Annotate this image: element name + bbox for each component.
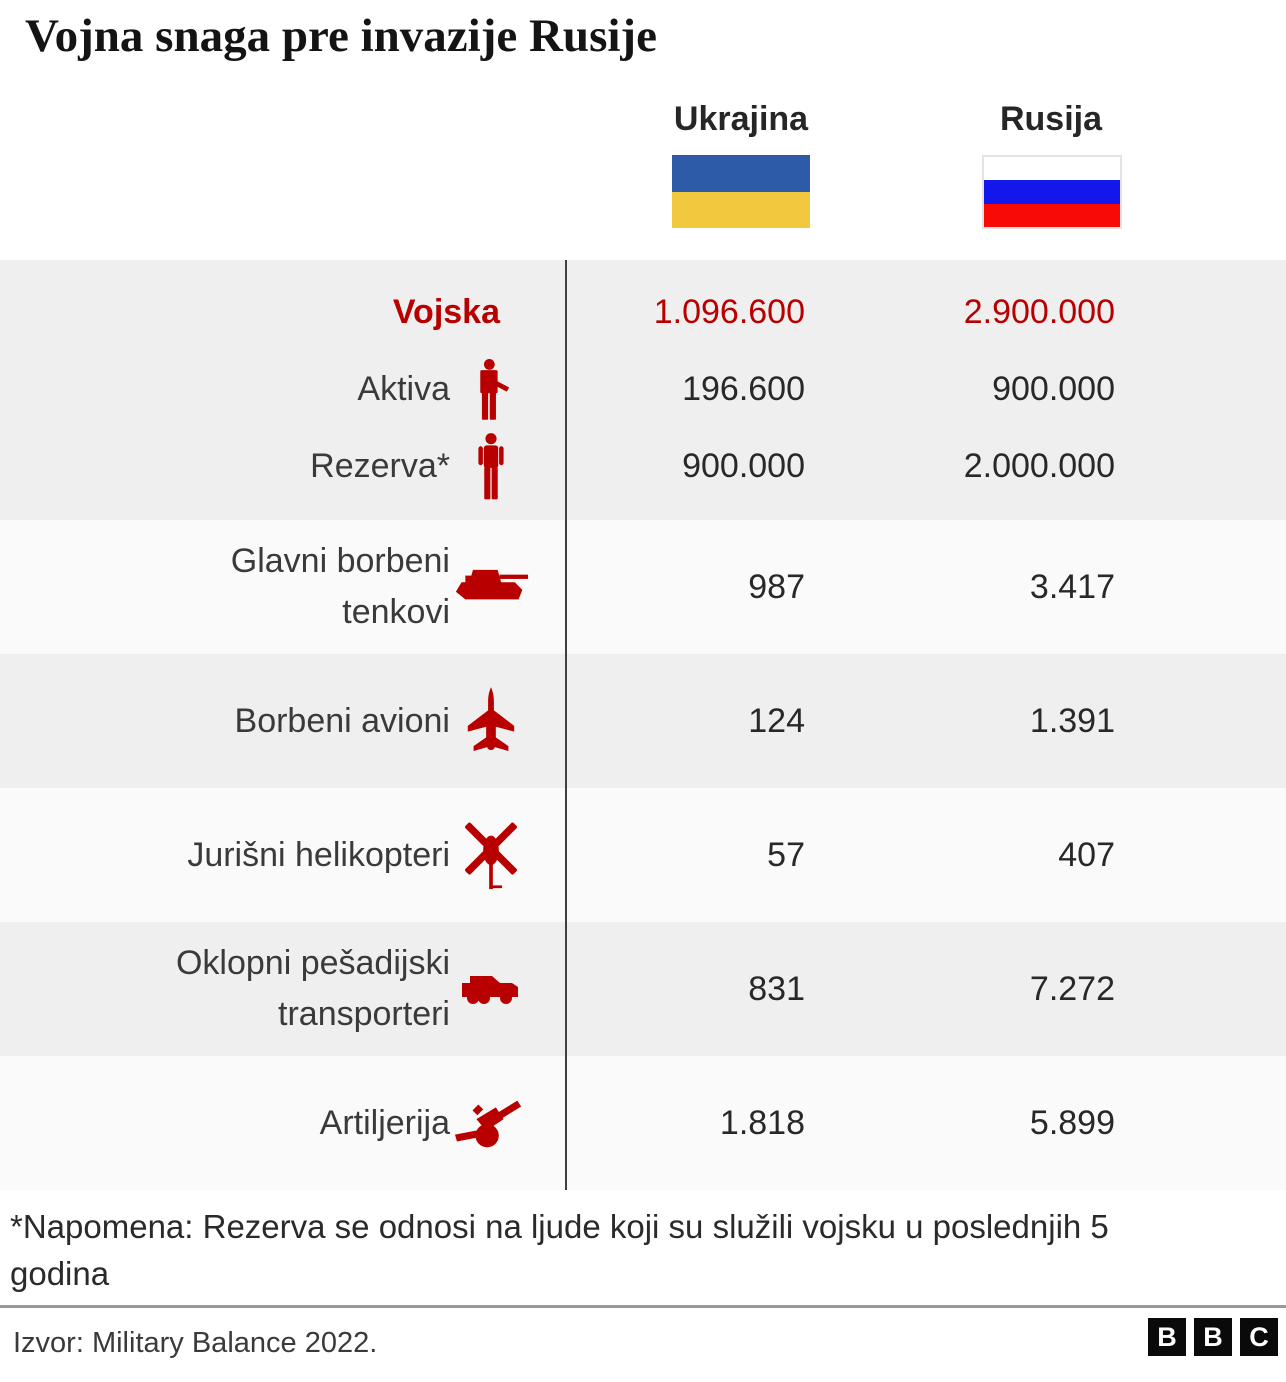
footnote: *Napomena: Rezerva se odnosi na ljude ko… <box>10 1208 1109 1292</box>
vertical-divider <box>565 260 567 1190</box>
ukraine-value: 124 <box>748 701 805 740</box>
russia-flag-blue-stripe <box>984 180 1120 204</box>
table-row: Borbeni avioni 124 1.391 <box>0 654 1286 788</box>
table-row: Vojska 1.096.600 2.900.000 <box>0 274 1286 351</box>
ukraine-flag-yellow-stripe <box>672 191 810 228</box>
table-row: Jurišni helikopteri 57 407 <box>0 788 1286 922</box>
row-label: Glavni borbeni tenkovi <box>230 542 450 631</box>
column-header-ukraine: Ukrajina <box>673 100 809 138</box>
row-label: Jurišni helikopteri <box>187 835 450 874</box>
jet-icon <box>450 686 532 756</box>
row-label: Borbeni avioni <box>234 701 450 740</box>
row-label: Artiljerija <box>319 1103 450 1142</box>
ukraine-value: 987 <box>748 567 805 606</box>
russia-value: 407 <box>1058 835 1115 874</box>
table-row: Aktiva 196.600 900.000 <box>0 351 1286 428</box>
russia-value: 900.000 <box>992 370 1115 408</box>
table-row: Artiljerija 1.818 5.899 <box>0 1056 1286 1190</box>
horizontal-divider <box>0 1305 1286 1308</box>
source-text: Izvor: Military Balance 2022. <box>13 1327 378 1359</box>
table-row: Oklopni pešadijski transporteri 831 7.272 <box>0 922 1286 1056</box>
russia-value: 3.417 <box>1029 567 1115 606</box>
russia-flag-red-stripe <box>984 203 1120 227</box>
bbc-logo-letter: B <box>1148 1318 1186 1356</box>
tank-icon <box>450 568 532 606</box>
ukraine-value: 900.000 <box>682 447 805 485</box>
table-row: Rezerva* 900.000 2.000.000 <box>0 428 1286 505</box>
russia-value: 5.899 <box>1029 1103 1115 1142</box>
row-label: Oklopni pešadijski transporteri <box>175 944 450 1033</box>
row-label: Vojska <box>392 293 500 331</box>
russia-flag <box>982 155 1122 229</box>
ukraine-flag <box>672 155 810 228</box>
ukraine-value: 1.096.600 <box>653 293 805 331</box>
artillery-icon <box>450 1095 532 1151</box>
person-icon <box>450 430 532 504</box>
page-title: Vojna snaga pre invazije Rusije <box>25 10 657 62</box>
row-label: Rezerva* <box>310 447 450 485</box>
russia-value: 1.391 <box>1029 701 1115 740</box>
ukraine-value: 196.600 <box>682 370 805 408</box>
personnel-group: Vojska 1.096.600 2.900.000 Aktiva 196.600 900… <box>0 260 1286 520</box>
helicopter-icon <box>450 815 532 895</box>
russia-value: 2.000.000 <box>963 447 1115 485</box>
apc-icon <box>450 971 532 1007</box>
russia-value: 7.272 <box>1029 969 1115 1008</box>
table-row: Glavni borbeni tenkovi 987 3.417 <box>0 520 1286 654</box>
row-label: Aktiva <box>357 370 450 408</box>
column-header-russia: Rusija <box>999 100 1103 138</box>
bbc-logo-letter: B <box>1194 1318 1232 1356</box>
soldier-icon <box>450 353 532 427</box>
ukraine-value: 57 <box>767 835 805 874</box>
russia-flag-white-stripe <box>984 157 1120 181</box>
bbc-logo-letter: C <box>1240 1318 1278 1356</box>
ukraine-flag-blue-stripe <box>672 155 810 192</box>
comparison-table: Vojska 1.096.600 2.900.000 Aktiva 196.600 900… <box>0 260 1286 1190</box>
ukraine-value: 1.818 <box>719 1103 805 1142</box>
russia-value: 2.900.000 <box>963 293 1115 331</box>
ukraine-value: 831 <box>748 969 805 1008</box>
